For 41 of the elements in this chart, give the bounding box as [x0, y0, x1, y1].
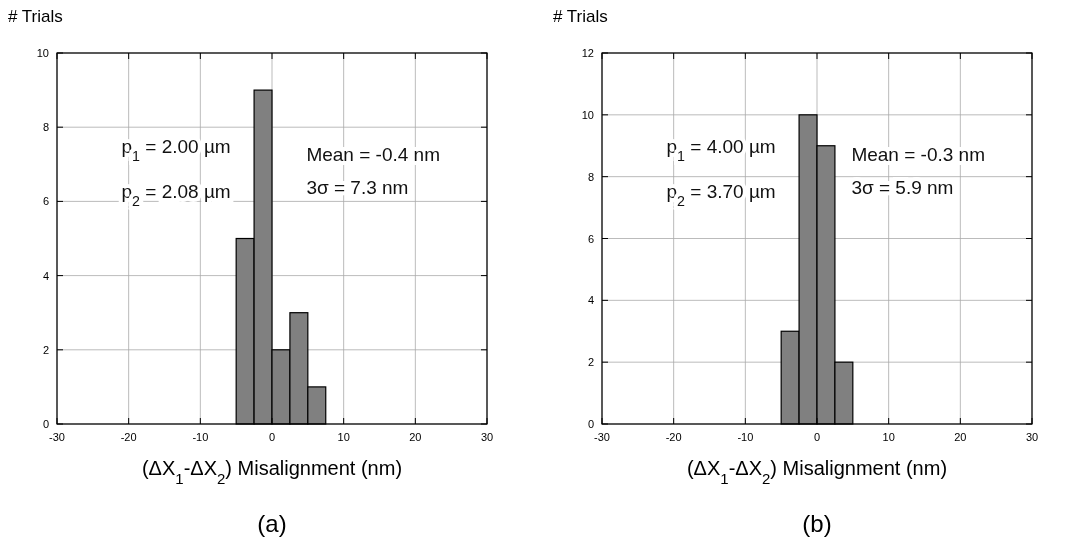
- x-tick-label: 0: [268, 431, 276, 443]
- y-tick-label: 6: [42, 195, 49, 208]
- annotation: 3σ = 7.3 nm: [306, 176, 409, 198]
- annotation: p$_{1}$ = 2.00 µm: [121, 136, 231, 165]
- x-tick-label: -30: [49, 431, 65, 443]
- x-tick-label: -30: [594, 431, 610, 443]
- annotation: Mean = -0.4 nm: [306, 143, 440, 165]
- y-tick-label: 2: [42, 343, 49, 356]
- x-tick-label: 20: [409, 431, 422, 443]
- y-tick-label: 2: [587, 356, 594, 369]
- y-tick-label: 6: [587, 232, 594, 245]
- annotation: 3σ = 5.9 nm: [851, 176, 954, 198]
- y-tick-label: 0: [587, 418, 594, 430]
- x-axis-title: (ΔX$_{1}$-ΔX$_{2}$) Misalignment (nm): [141, 457, 403, 487]
- x-tick-label: 30: [1025, 431, 1039, 443]
- y-tick-label: 8: [42, 121, 49, 134]
- x-tick-label: 0: [813, 431, 821, 443]
- x-tick-label: 10: [337, 431, 350, 443]
- x-tick-label: 20: [954, 431, 967, 443]
- y-tick-label: 10: [36, 47, 49, 59]
- x-tick-label: -10: [737, 431, 754, 443]
- x-tick-label: -10: [192, 431, 209, 443]
- y-tick-label: 12: [581, 47, 594, 59]
- annotation: p$_{2}$ = 2.08 µm: [121, 180, 231, 209]
- x-tick-label: -20: [120, 431, 137, 443]
- annotation: Mean = -0.3 nm: [851, 143, 985, 165]
- y-tick-label: 4: [42, 269, 49, 282]
- y-tick-label: 4: [587, 294, 594, 307]
- y-tick-label: 8: [587, 170, 594, 183]
- text: (b): [802, 510, 832, 537]
- annotation: p$_{2}$ = 3.70 µm: [666, 180, 776, 209]
- y-axis-title: # Trials: [553, 7, 608, 26]
- x-tick-label: 30: [480, 431, 494, 443]
- annotation: p$_{1}$ = 4.00 µm: [666, 136, 776, 165]
- x-tick-label: -20: [665, 431, 682, 443]
- y-tick-label: 10: [581, 108, 594, 121]
- y-tick-label: 0: [42, 418, 49, 430]
- x-tick-label: 10: [882, 431, 895, 443]
- y-axis-title: # Trials: [8, 7, 63, 26]
- x-axis-title: (ΔX$_{1}$-ΔX$_{2}$) Misalignment (nm): [686, 457, 948, 487]
- text: (a): [257, 510, 287, 537]
